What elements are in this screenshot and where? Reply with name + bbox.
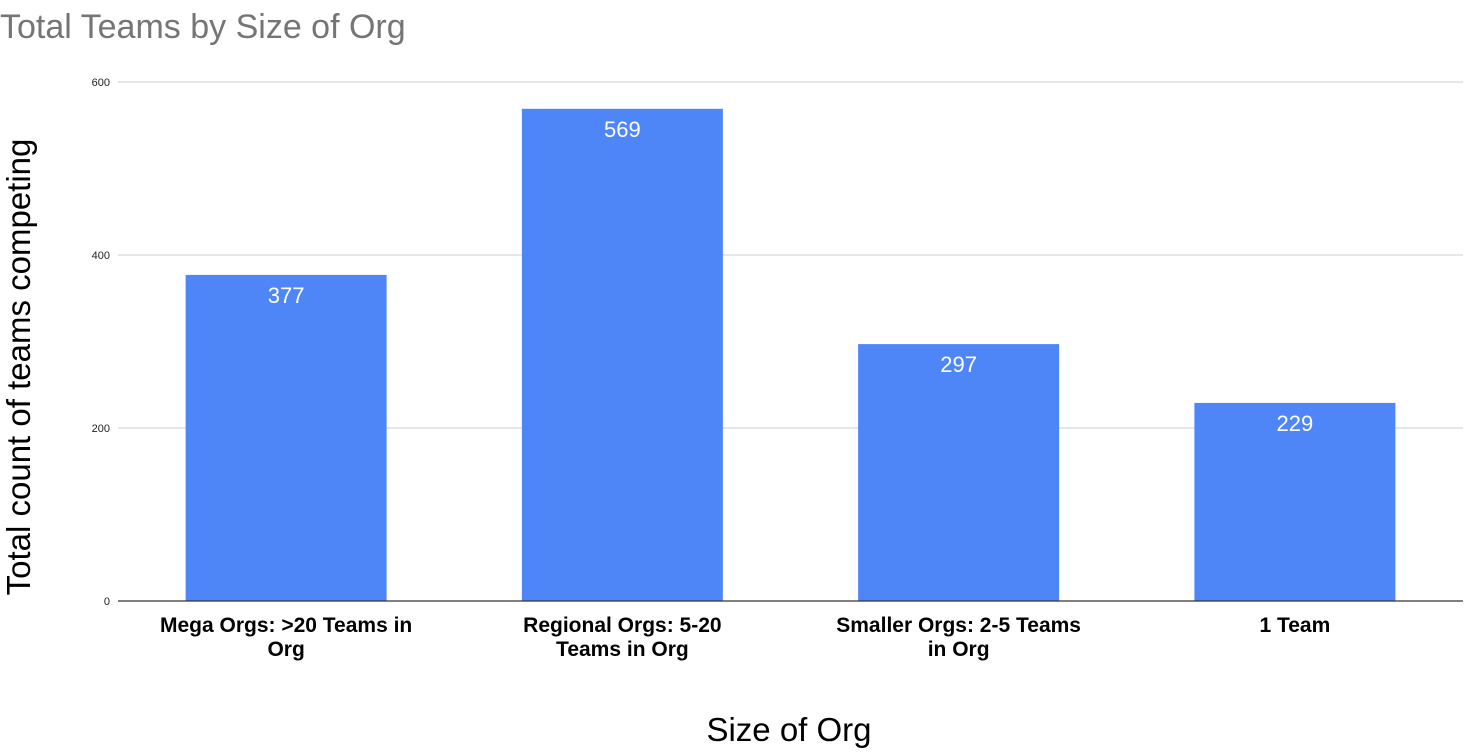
x-tick-label: Org — [267, 638, 304, 661]
chart-title: Total Teams by Size of Org — [0, 8, 406, 46]
data-label: 297 — [940, 352, 977, 377]
data-label: 377 — [268, 283, 305, 308]
y-axis-title: Total count of teams competing — [0, 138, 37, 596]
data-label: 229 — [1277, 411, 1314, 436]
bar — [858, 344, 1060, 601]
bar — [521, 108, 723, 601]
x-tick-label: Smaller Orgs: 2-5 Teams — [836, 614, 1081, 637]
x-tick-label: 1 Team — [1259, 614, 1330, 637]
x-tick-label: Regional Orgs: 5-20 — [523, 614, 721, 637]
y-tick-label: 0 — [104, 596, 110, 608]
x-tick-label: Mega Orgs: >20 Teams in — [160, 614, 412, 637]
y-tick-label: 400 — [92, 250, 110, 262]
x-tick-label: in Org — [928, 638, 990, 661]
y-tick-label: 600 — [92, 77, 110, 89]
data-label: 569 — [604, 117, 641, 142]
x-tick-label: Teams in Org — [556, 638, 689, 661]
y-tick-label: 200 — [92, 423, 110, 435]
bar — [1194, 402, 1396, 601]
x-axis-title: Size of Org — [706, 711, 872, 748]
bar — [185, 274, 387, 601]
